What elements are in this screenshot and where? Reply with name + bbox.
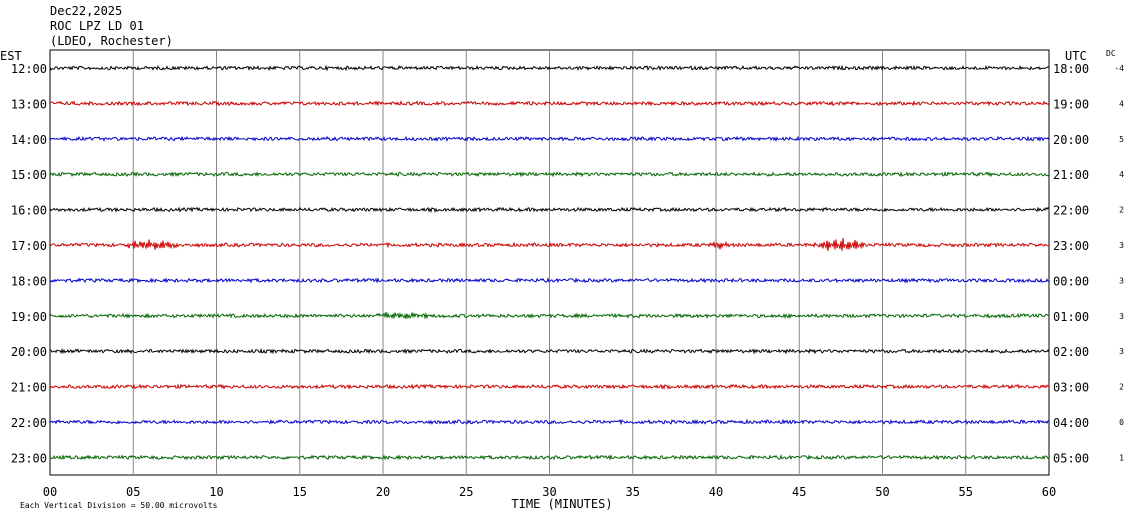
utc-hour-label: 04:00 (1053, 416, 1089, 430)
minute-labels: 00 05 10 15 20 25 30 35 40 45 50 55 60 (43, 485, 1056, 499)
est-hour-label: 23:00 (11, 451, 47, 465)
x-axis-title: TIME (MINUTES) (511, 497, 612, 511)
dc-offset-label: 3 (1119, 276, 1124, 285)
dc-offset-label: 3 (1119, 312, 1124, 321)
x-tick-label: 50 (875, 485, 889, 499)
plot-date: Dec22,2025 (50, 4, 123, 18)
utc-hour-label: 05:00 (1053, 451, 1089, 465)
trace-line (49, 453, 1050, 461)
x-tick-label: 40 (709, 485, 723, 499)
trace-line (49, 311, 1050, 320)
dc-offset-label: 4 (1119, 170, 1124, 179)
dc-offset-label: 1 (1119, 453, 1124, 462)
trace-line (49, 276, 1050, 284)
trace-line (49, 171, 1050, 178)
trace-line (49, 383, 1050, 390)
est-hour-label: 21:00 (11, 381, 47, 395)
x-tick-label: 15 (293, 485, 307, 499)
network-name: (LDEO, Rochester) (50, 34, 173, 48)
station-name: ROC LPZ LD 01 (50, 19, 144, 33)
dc-offset-label: 2 (1119, 206, 1124, 215)
est-hour-label: 19:00 (11, 310, 47, 324)
utc-hour-label: 00:00 (1053, 274, 1089, 288)
x-tick-label: 55 (959, 485, 973, 499)
utc-hour-label: 20:00 (1053, 133, 1089, 147)
scale-note: Each Vertical Division = 50.00 microvolt… (20, 501, 218, 510)
est-hour-label: 15:00 (11, 168, 47, 182)
est-hour-label: 18:00 (11, 274, 47, 288)
est-hour-label: 14:00 (11, 133, 47, 147)
est-hour-label: 20:00 (11, 345, 47, 359)
x-tick-label: 35 (626, 485, 640, 499)
est-hour-label: 22:00 (11, 416, 47, 430)
x-tick-label: 60 (1042, 485, 1056, 499)
dc-axis-label: DC (1106, 49, 1116, 58)
grid-lines (132, 50, 967, 475)
utc-hour-label: 02:00 (1053, 345, 1089, 359)
trace-line (49, 237, 1050, 251)
dc-offset-label: 2 (1119, 383, 1124, 392)
utc-hour-label: 22:00 (1053, 204, 1089, 218)
est-hour-label: 17:00 (11, 239, 47, 253)
trace-line (49, 100, 1050, 107)
x-tick-label: 20 (376, 485, 390, 499)
utc-hour-label: 21:00 (1053, 168, 1089, 182)
utc-axis-label: UTC (1065, 49, 1087, 63)
trace-line (49, 135, 1050, 142)
dc-offset-label: 5 (1119, 135, 1124, 144)
utc-hour-label: 19:00 (1053, 97, 1089, 111)
trace-line (49, 347, 1050, 355)
x-tick-label: 25 (459, 485, 473, 499)
seismic-traces (49, 64, 1050, 461)
x-tick-label: 45 (792, 485, 806, 499)
utc-hour-label: 23:00 (1053, 239, 1089, 253)
dc-offset-label: 0 (1119, 418, 1124, 427)
est-axis-label: EST (0, 49, 22, 63)
x-tick-label: 00 (43, 485, 57, 499)
dc-offset-label: 3 (1119, 241, 1124, 250)
dc-offset-label: 3 (1119, 347, 1124, 356)
est-hour-label: 13:00 (11, 97, 47, 111)
dc-offset-label: 4 (1119, 99, 1124, 108)
x-tick-label: 30 (542, 485, 556, 499)
utc-hour-label: 18:00 (1053, 62, 1089, 76)
utc-hour-label: 01:00 (1053, 310, 1089, 324)
est-hour-label: 16:00 (11, 204, 47, 218)
trace-line (49, 206, 1050, 213)
utc-hour-label: 03:00 (1053, 381, 1089, 395)
x-tick-label: 05 (126, 485, 140, 499)
dc-offset-label: -4 (1114, 64, 1124, 73)
trace-line (49, 418, 1050, 426)
est-hour-label: 12:00 (11, 62, 47, 76)
x-tick-label: 10 (209, 485, 223, 499)
hour-labels: 12:00 18:00 -4 13:00 19:00 4 14:00 20:00 5 15:00 2… (11, 62, 1124, 465)
trace-line (49, 64, 1050, 72)
